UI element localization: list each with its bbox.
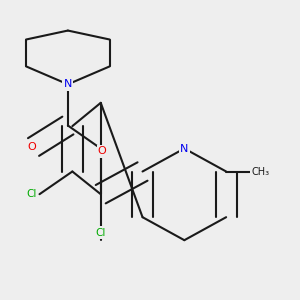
- Text: CH₃: CH₃: [251, 167, 269, 176]
- Text: Cl: Cl: [26, 189, 37, 199]
- Text: O: O: [28, 142, 36, 152]
- Text: Cl: Cl: [95, 228, 106, 238]
- Text: N: N: [180, 143, 188, 154]
- Text: N: N: [64, 79, 72, 89]
- Text: O: O: [98, 146, 106, 157]
